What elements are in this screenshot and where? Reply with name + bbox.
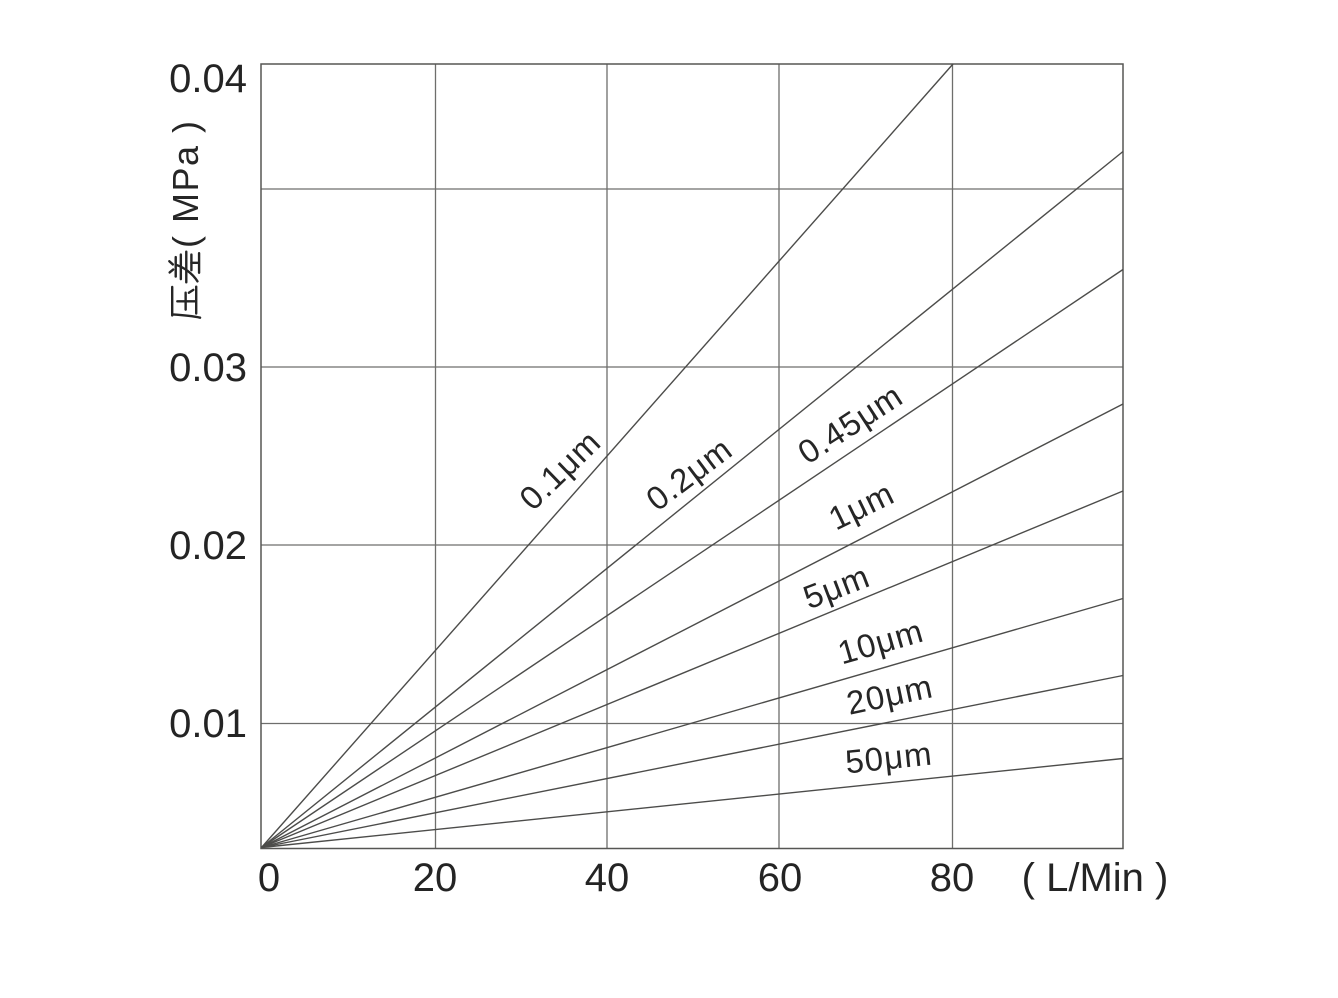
svg-text:20: 20 [413, 856, 458, 900]
svg-text:0.04: 0.04 [169, 57, 247, 101]
svg-text:60: 60 [758, 856, 803, 900]
svg-text:0.01: 0.01 [169, 702, 247, 746]
svg-text:( MPa ): ( MPa ) [165, 119, 206, 248]
svg-text:( L/Min ): ( L/Min ) [1022, 856, 1169, 900]
svg-text:0.03: 0.03 [169, 346, 247, 390]
svg-text:0.02: 0.02 [169, 524, 247, 568]
svg-text:0: 0 [258, 856, 280, 900]
svg-text:50μm: 50μm [844, 735, 935, 781]
svg-text:80: 80 [930, 856, 975, 900]
svg-text:40: 40 [585, 856, 630, 900]
